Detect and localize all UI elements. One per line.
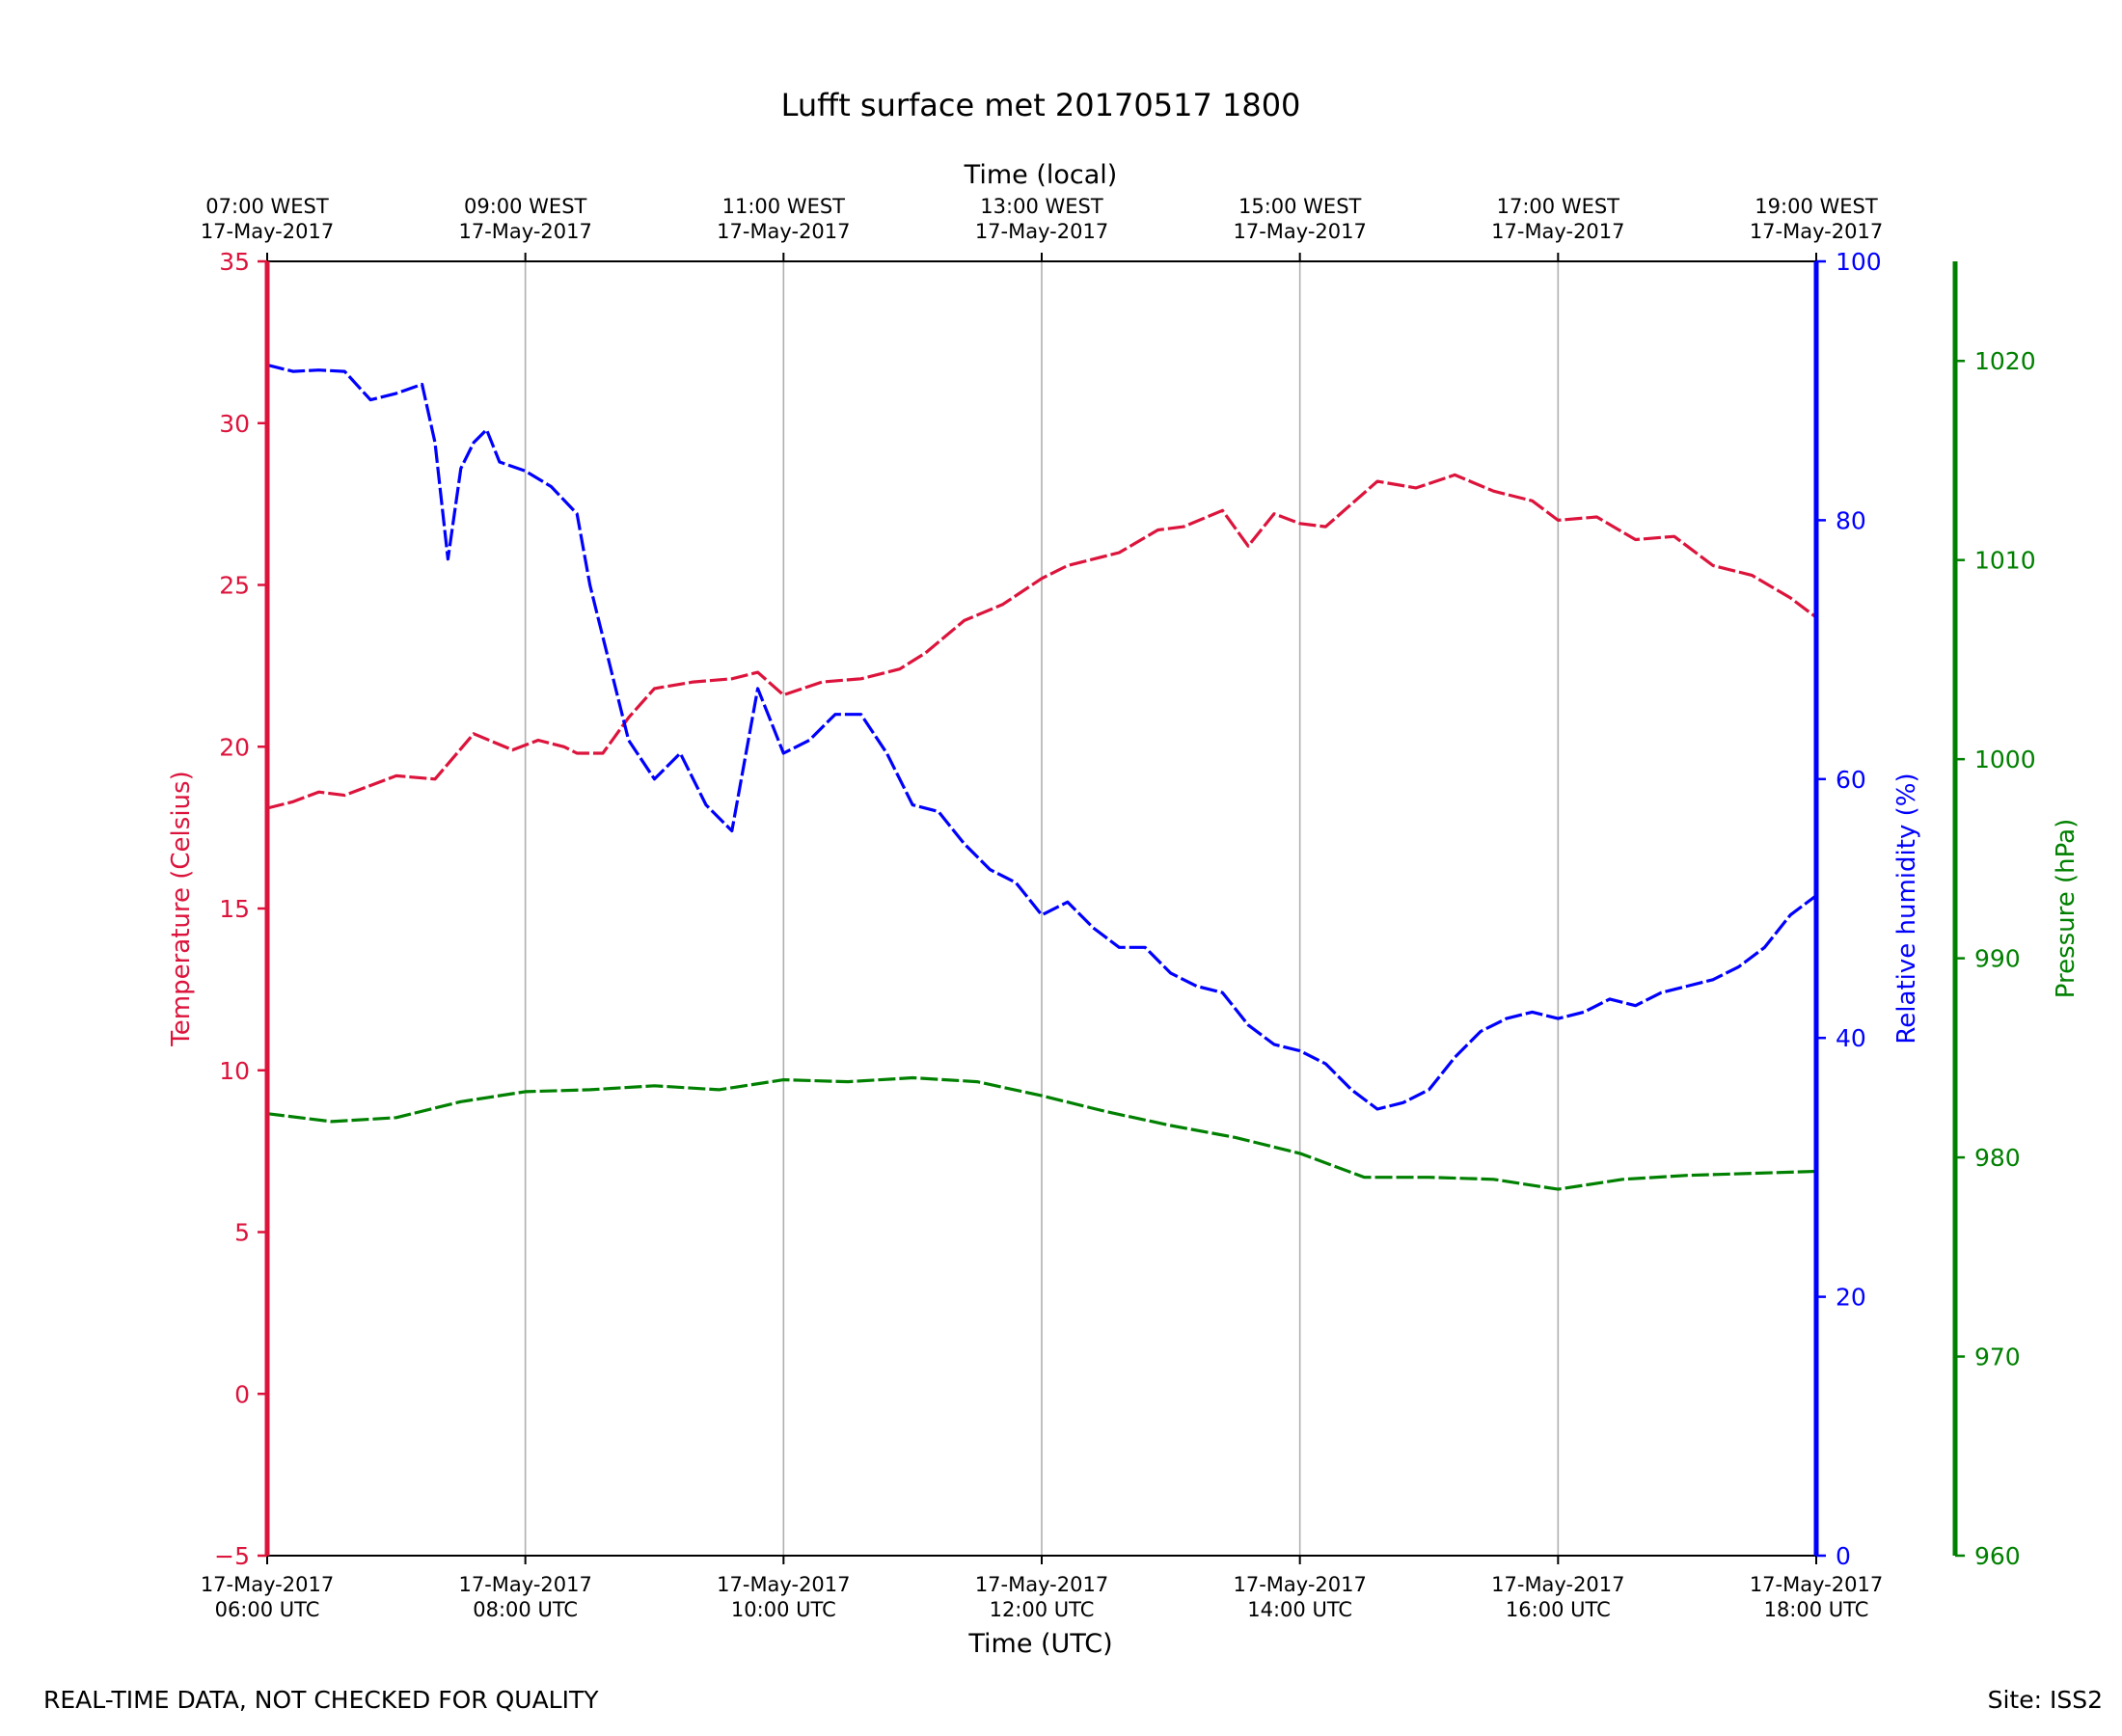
top-tick-label-date: 17-May-2017 (1233, 220, 1366, 243)
temperature-tick-label: 5 (234, 1219, 250, 1247)
temperature-tick-label: 35 (219, 248, 250, 276)
humidity-tick-label: 100 (1836, 248, 1882, 276)
humidity-tick-label: 60 (1836, 766, 1866, 794)
top-tick-label-time: 19:00 WEST (1755, 195, 1878, 218)
pressure-tick-label: 990 (1974, 945, 2021, 973)
x-tick-label-date: 17-May-2017 (717, 1573, 850, 1596)
top-tick-label-date: 17-May-2017 (458, 220, 591, 243)
humidity-tick-label: 80 (1836, 506, 1866, 534)
temperature-tick-label: −5 (214, 1542, 250, 1570)
series-line-pressure (266, 1075, 1817, 1191)
top-tick-label-time: 13:00 WEST (980, 195, 1103, 218)
pressure-tick-label: 1000 (1974, 746, 2036, 773)
humidity-tick-label: 40 (1836, 1024, 1866, 1052)
pressure-tick-label: 980 (1974, 1144, 2021, 1172)
temperature-tick-label: 0 (234, 1380, 250, 1408)
x-tick-label-time: 06:00 UTC (215, 1598, 320, 1621)
top-tick-label-time: 11:00 WEST (722, 195, 846, 218)
top-tick-label-date: 17-May-2017 (201, 220, 334, 243)
top-tick-label-time: 15:00 WEST (1238, 195, 1362, 218)
top-axis-title: Time (local) (964, 160, 1118, 190)
x-tick-label-time: 12:00 UTC (990, 1598, 1095, 1621)
x-tick-label-time: 18:00 UTC (1764, 1598, 1869, 1621)
series-line-temperature (266, 473, 1817, 810)
top-tick-label-date: 17-May-2017 (975, 220, 1108, 243)
pressure-tick-label: 1010 (1974, 547, 2036, 575)
quality-disclaimer: REAL-TIME DATA, NOT CHECKED FOR QUALITY (43, 1686, 599, 1714)
humidity-tick-label: 0 (1836, 1542, 1851, 1570)
x-tick-label-date: 17-May-2017 (1491, 1573, 1624, 1596)
x-tick-label-date: 17-May-2017 (458, 1573, 591, 1596)
x-tick-label-date: 17-May-2017 (975, 1573, 1108, 1596)
temperature-tick-label: 15 (219, 895, 250, 923)
x-tick-label-date: 17-May-2017 (1750, 1573, 1883, 1596)
pressure-axis-label: Pressure (hPa) (2052, 819, 2081, 999)
series-lines (266, 363, 1817, 1191)
top-tick-label-date: 17-May-2017 (1491, 220, 1624, 243)
top-tick-label-date: 17-May-2017 (1750, 220, 1883, 243)
temperature-tick-label: 30 (219, 410, 250, 438)
gridlines (524, 261, 1560, 1556)
top-tick-label-time: 17:00 WEST (1497, 195, 1620, 218)
bottom-axis-title: Time (UTC) (967, 1629, 1112, 1659)
site-label: Site: ISS2 (1987, 1686, 2103, 1714)
temperature-tick-label: 25 (219, 572, 250, 600)
x-tick-label-time: 10:00 UTC (731, 1598, 836, 1621)
x-tick-label-time: 08:00 UTC (473, 1598, 578, 1621)
series-line-humidity (266, 363, 1817, 1111)
pressure-tick-label: 1020 (1974, 347, 2036, 375)
x-tick-label-time: 14:00 UTC (1247, 1598, 1352, 1621)
top-tick-label-time: 09:00 WEST (464, 195, 587, 218)
chart-title: Lufft surface met 20170517 1800 (781, 87, 1301, 123)
x-tick-label-date: 17-May-2017 (1233, 1573, 1366, 1596)
temperature-axis-label: Temperature (Celsius) (167, 771, 196, 1046)
top-tick-label-date: 17-May-2017 (717, 220, 850, 243)
temperature-tick-label: 20 (219, 733, 250, 761)
temperature-tick-label: 10 (219, 1057, 250, 1085)
pressure-tick-label: 960 (1974, 1542, 2021, 1570)
humidity-axis-label: Relative humidity (%) (1892, 773, 1921, 1044)
x-tick-label-time: 16:00 UTC (1506, 1598, 1611, 1621)
x-tick-label-date: 17-May-2017 (201, 1573, 334, 1596)
pressure-tick-label: 970 (1974, 1343, 2021, 1371)
humidity-tick-label: 20 (1836, 1284, 1866, 1312)
top-tick-label-time: 07:00 WEST (205, 195, 329, 218)
